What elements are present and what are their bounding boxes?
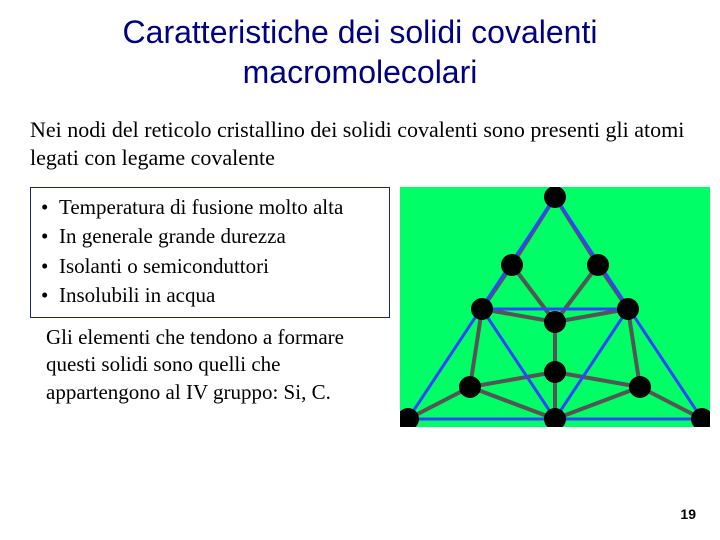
content-columns: Temperatura di fusione molto alta In gen… (0, 187, 720, 427)
bullet-item: In generale grande durezza (33, 223, 383, 250)
bullet-item: Temperatura di fusione molto alta (33, 194, 383, 221)
right-column (400, 187, 720, 427)
intro-text: Nei nodi del reticolo cristallino dei so… (0, 116, 720, 171)
bullet-item: Isolanti o semiconduttori (33, 253, 383, 280)
left-column: Temperatura di fusione molto alta In gen… (30, 187, 400, 427)
bullet-item: Insolubili in acqua (33, 282, 383, 309)
bullet-list: Temperatura di fusione molto alta In gen… (33, 194, 383, 309)
lattice-diagram (400, 187, 710, 427)
page-number: 19 (680, 506, 696, 522)
bullet-box: Temperatura di fusione molto alta In gen… (30, 187, 390, 318)
followup-text: Gli elementi che tendono a formare quest… (30, 318, 400, 406)
page-title: Caratteristiche dei solidi covalenti mac… (0, 0, 720, 92)
